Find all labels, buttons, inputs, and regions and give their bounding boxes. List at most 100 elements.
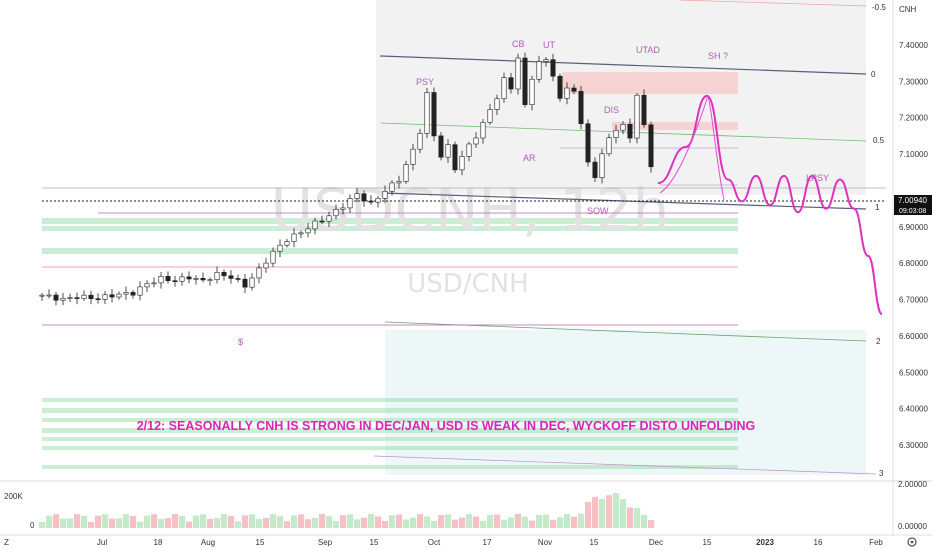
candle-body (592, 161, 598, 179)
candle-body (158, 276, 164, 284)
candle-body (109, 294, 115, 298)
time-tick-label: Dec (649, 538, 663, 547)
candle-body (242, 278, 248, 288)
channel-top-line (379, 55, 867, 75)
candle-body (606, 137, 612, 155)
volume-bar (382, 521, 389, 528)
candle-body (172, 280, 178, 283)
annotation-ut: UT (543, 40, 555, 50)
volume-bar (221, 514, 228, 528)
volume-bar (39, 522, 46, 528)
fib-label-neg-half: -0.5 (872, 3, 886, 12)
volume-bar (508, 517, 515, 528)
candle-body (396, 181, 402, 184)
candle-body (298, 232, 304, 235)
volume-bar (67, 518, 74, 528)
fib-label-2: 2 (876, 337, 881, 346)
candle-body (81, 294, 87, 299)
volume-bar (242, 515, 249, 528)
candle-body (340, 207, 346, 210)
candle-body (116, 293, 122, 298)
time-tick-label: 15 (590, 538, 599, 547)
candle-body (599, 153, 605, 179)
range-box-upper (376, 0, 866, 195)
candle-body (123, 292, 129, 295)
volume-bar (207, 518, 214, 528)
volume-bar (228, 516, 235, 528)
volume-bar (60, 518, 67, 528)
candle-body (417, 133, 423, 150)
candle-body (564, 87, 570, 99)
volume-bar (123, 514, 130, 528)
candle-body (235, 278, 241, 280)
price-tick-label: 6.60000 (899, 332, 928, 341)
volume-bar (494, 514, 501, 528)
demand-zone (42, 218, 738, 224)
volume-bar (578, 513, 585, 528)
demand-zone (42, 418, 738, 422)
time-tick-label: 15 (703, 538, 712, 547)
volume-bar (424, 516, 431, 528)
volume-bar (641, 514, 648, 528)
volume-bar (515, 514, 522, 528)
candle-body (431, 92, 437, 137)
time-tick-label: Oct (428, 538, 441, 547)
volume-bar (74, 514, 81, 528)
volume-bar (438, 515, 445, 528)
volume-bar (557, 517, 564, 528)
volume-bar (585, 501, 592, 528)
candle-body (39, 294, 45, 297)
demand-zone (42, 398, 738, 402)
timezone-button[interactable]: Z (4, 538, 9, 547)
volume-bar (263, 517, 270, 528)
candle-body (256, 267, 262, 279)
volume-axis-label-zero: 0 (30, 521, 35, 530)
time-tick-label: 16 (814, 538, 823, 547)
candle-body (536, 61, 542, 80)
candle-body (613, 129, 619, 138)
volume-bar (361, 517, 368, 528)
candle-body (88, 294, 94, 299)
candle-body (529, 78, 535, 105)
settings-gear-icon[interactable] (907, 537, 917, 547)
candle-body (515, 57, 521, 90)
time-tick-label: 17 (483, 538, 492, 547)
volume-bar (326, 516, 333, 528)
price-tick-label: 6.80000 (899, 259, 928, 268)
candle-body (424, 92, 430, 134)
demand-zone (42, 408, 738, 413)
volume-bar (81, 515, 88, 528)
price-tick-label: 6.50000 (899, 368, 928, 377)
volume-bar (200, 514, 207, 528)
candle-body (333, 208, 339, 217)
demand-zone (42, 446, 738, 450)
fib-line-three (373, 455, 877, 475)
candle-body (46, 294, 52, 297)
volume-bar (396, 514, 403, 528)
candle-body (403, 164, 409, 182)
candle-body (585, 123, 591, 163)
volume-bar (410, 517, 417, 528)
demand-zones (42, 218, 738, 469)
volume-bar (480, 520, 487, 528)
candle-body (438, 135, 444, 158)
volume-bar (452, 519, 459, 528)
candle-body (291, 233, 297, 242)
candle-body (368, 200, 374, 203)
fib-label-0: 0 (871, 70, 876, 79)
price-tick-label: 7.40000 (899, 41, 928, 50)
candle-body (277, 244, 283, 252)
price-series (39, 52, 654, 306)
candle-body (102, 294, 108, 300)
volume-bar (172, 514, 179, 528)
last-price-value: 7.00940 (898, 196, 927, 205)
time-tick-label: 18 (154, 538, 163, 547)
candle-body (207, 279, 213, 281)
candle-body (466, 143, 472, 157)
candle-body (557, 75, 563, 99)
volume-bar (102, 514, 109, 528)
volume-bar (137, 521, 144, 528)
price-tick-label: 6.40000 (899, 405, 928, 414)
volume-range-top: 2.00000 (898, 480, 927, 489)
candle-body (228, 275, 234, 279)
